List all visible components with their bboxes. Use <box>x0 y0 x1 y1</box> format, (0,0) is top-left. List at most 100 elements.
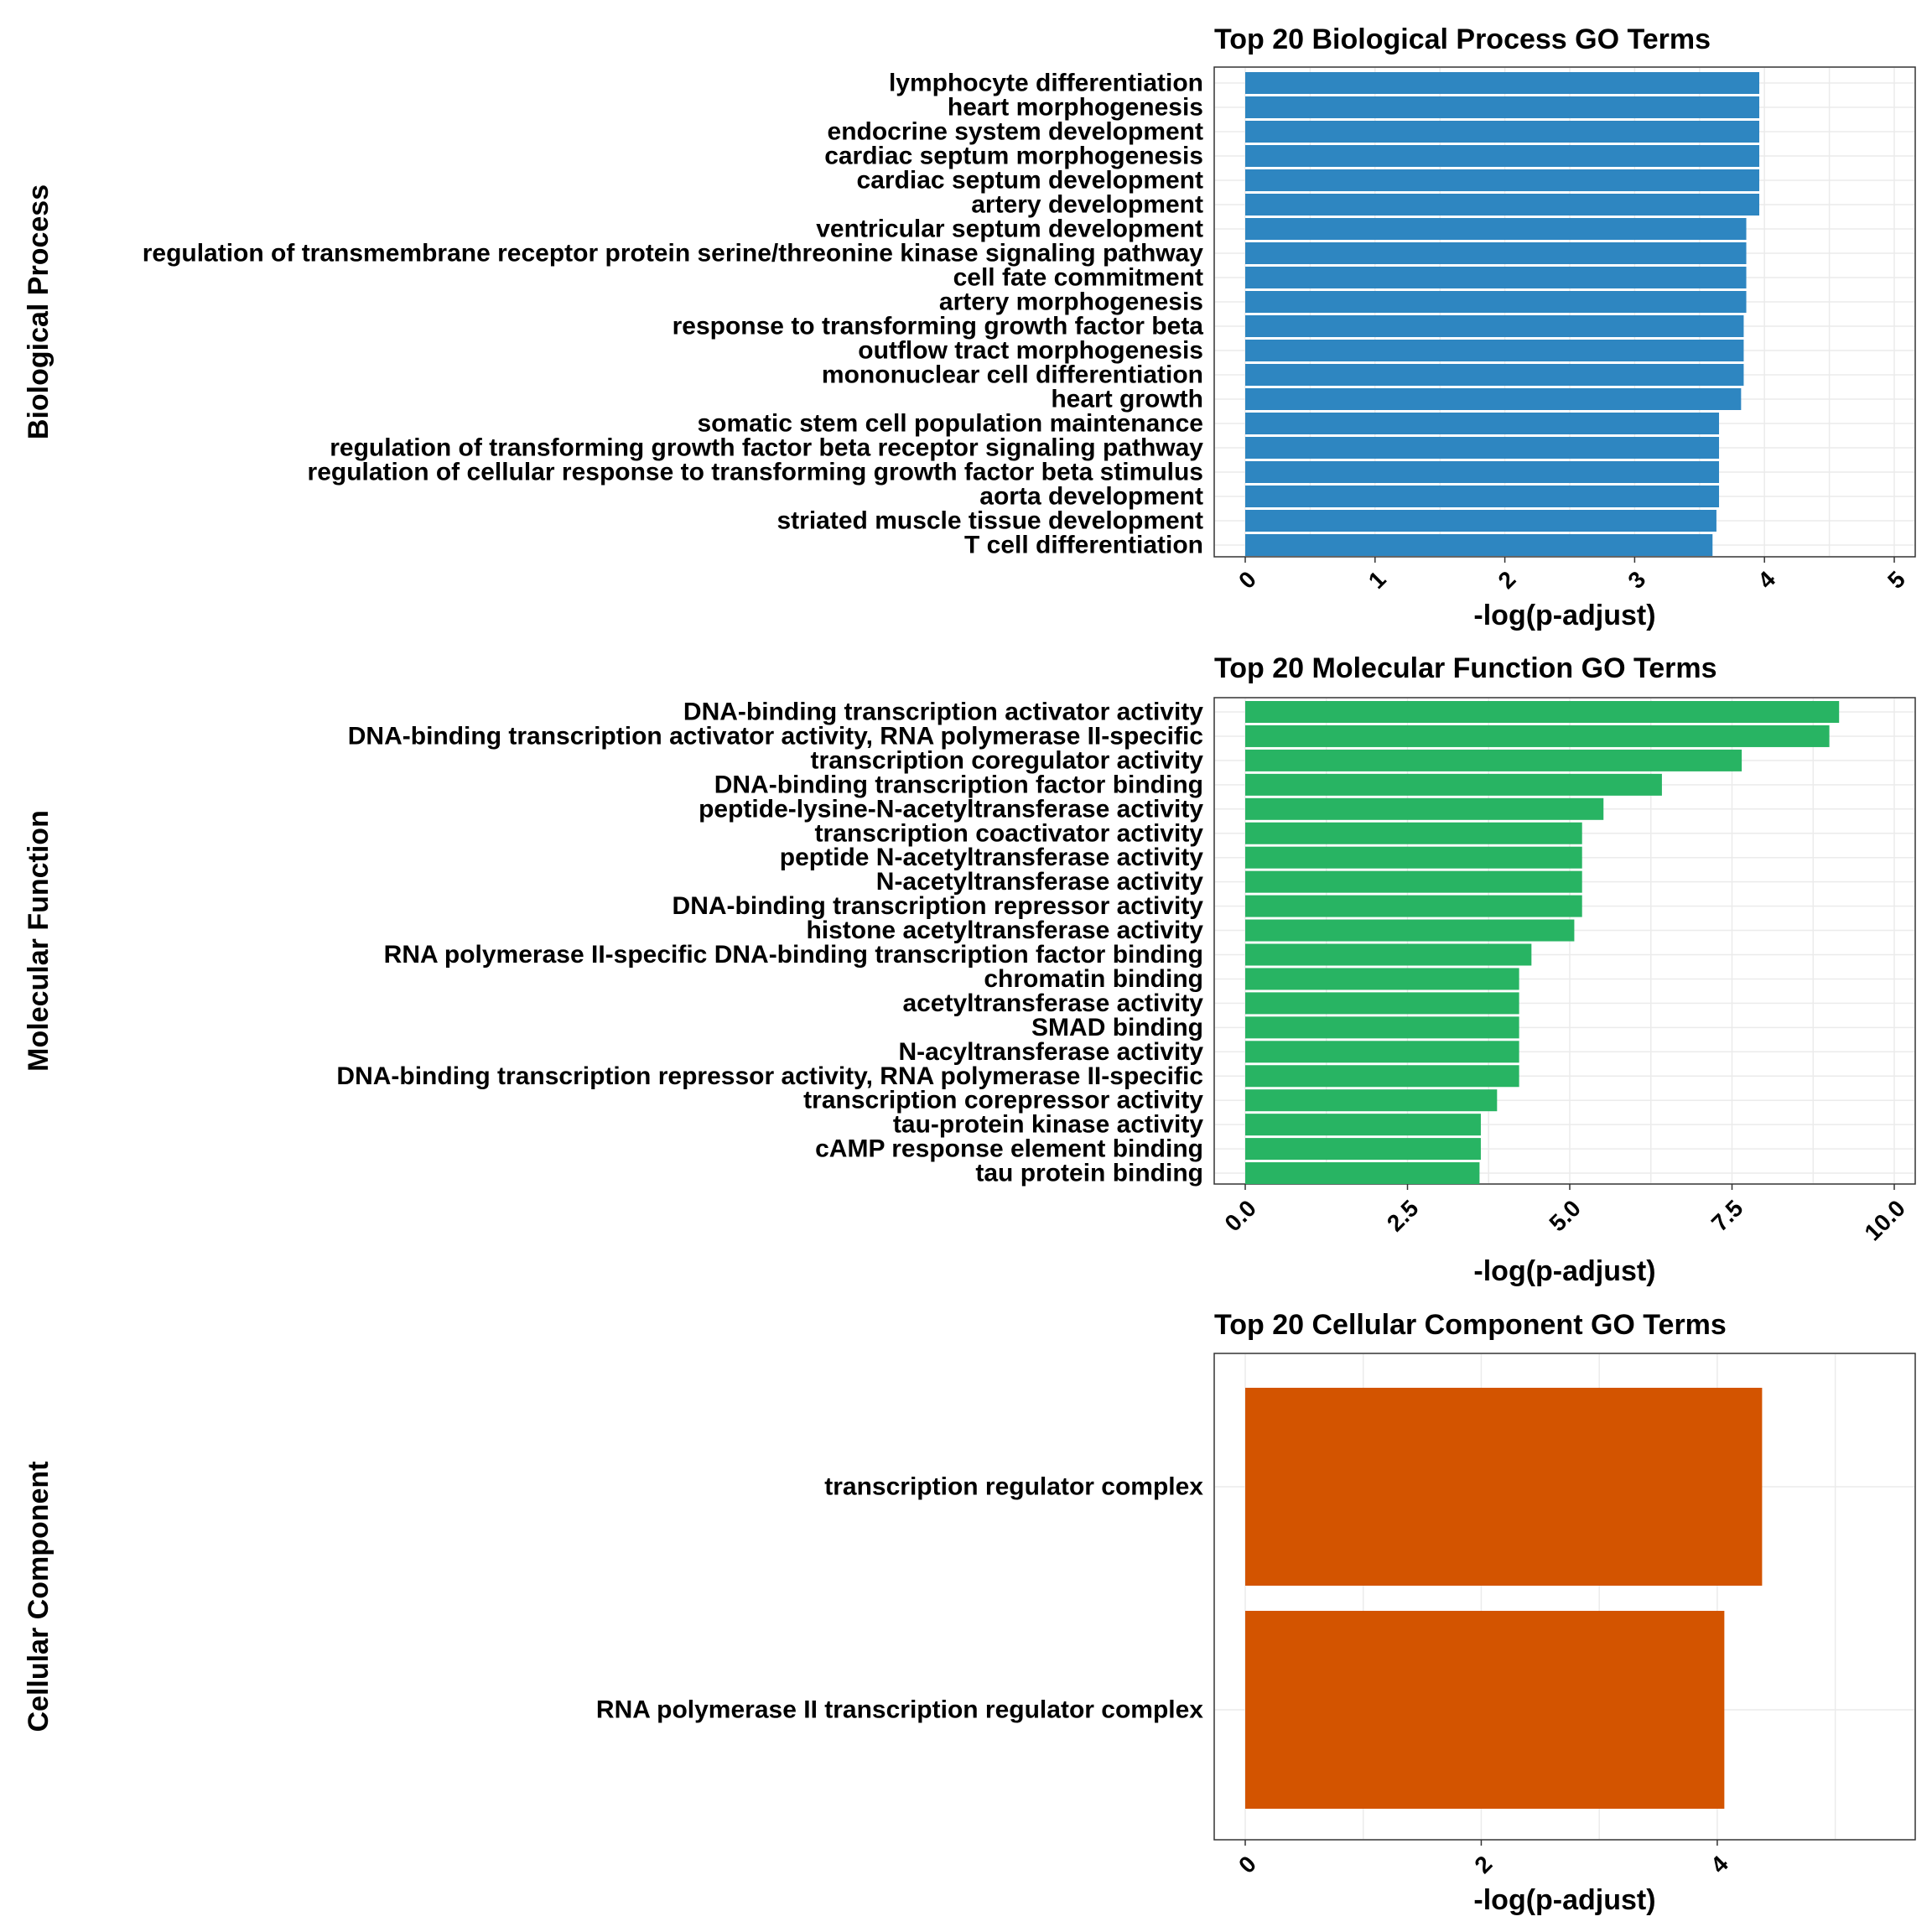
bar <box>1245 797 1604 820</box>
chart-panel-3: transcription regulator complex RNA polym… <box>23 1309 1916 1916</box>
tick-label: 0 <box>1233 566 1261 594</box>
tick-label: 1 <box>1363 566 1391 594</box>
category-label: transcription coactivator activity <box>815 819 1204 847</box>
category-label: DNA-binding transcription repressor acti… <box>336 1062 1203 1090</box>
category-label: tau protein binding <box>975 1160 1203 1187</box>
tick-label: 2.5 <box>1382 1195 1423 1236</box>
category-label: N-acetyltransferase activity <box>876 868 1204 896</box>
tick-label: 10.0 <box>1860 1195 1910 1245</box>
y-axis-title: Biological Process <box>23 184 55 439</box>
bar <box>1245 1041 1519 1063</box>
category-label: striated muscle tissue development <box>776 507 1203 535</box>
bar <box>1245 749 1742 771</box>
category-label: somatic stem cell population maintenance <box>698 410 1204 438</box>
category-label: chromatin binding <box>984 965 1203 993</box>
category-label: DNA-binding transcription factor binding <box>714 771 1203 798</box>
bar <box>1245 895 1582 917</box>
y-axis-title: Molecular Function <box>23 810 55 1072</box>
category-label: ventricular septum development <box>816 216 1203 243</box>
category-label: transcription coregulator activity <box>811 746 1204 774</box>
tick-label: 5.0 <box>1545 1195 1586 1236</box>
bar <box>1245 340 1744 361</box>
x-axis-title: -log(p-adjust) <box>1473 600 1655 631</box>
bar <box>1245 870 1582 893</box>
category-label: DNA-binding transcription repressor acti… <box>673 892 1204 920</box>
chart-title: Top 20 Cellular Component GO Terms <box>1214 1309 1727 1341</box>
tick-label: 2 <box>1493 566 1521 594</box>
tick-label: 7.5 <box>1706 1195 1748 1236</box>
category-label: cell fate commitment <box>953 264 1203 292</box>
bar <box>1245 486 1720 507</box>
bar <box>1245 145 1760 167</box>
category-label: artery morphogenesis <box>939 288 1203 316</box>
chart-title: Top 20 Molecular Function GO Terms <box>1214 652 1716 684</box>
tick-label: 4 <box>1753 566 1780 594</box>
category-label: endocrine system development <box>828 118 1203 146</box>
x-axis-title: -log(p-adjust) <box>1473 1255 1655 1287</box>
category-label: SMAD binding <box>1031 1014 1203 1041</box>
x-axis-title: -log(p-adjust) <box>1473 1884 1655 1916</box>
chart-title: Top 20 Biological Process GO Terms <box>1214 23 1711 55</box>
bar <box>1245 1114 1481 1136</box>
bar <box>1245 72 1760 94</box>
bar <box>1245 919 1575 942</box>
bar <box>1245 218 1747 240</box>
category-label: artery development <box>971 191 1203 219</box>
bar <box>1245 1065 1519 1088</box>
chart-panel-2: DNA-binding transcription activator acti… <box>23 652 1916 1287</box>
category-label: T cell differentiation <box>964 532 1203 559</box>
category-label: peptide N-acetyltransferase activity <box>780 844 1204 871</box>
category-label: tau-protein kinase activity <box>893 1111 1203 1139</box>
category-label: response to transforming growth factor b… <box>673 313 1204 340</box>
bar <box>1245 461 1720 483</box>
tick-label: 4 <box>1706 1851 1733 1878</box>
category-label: RNA polymerase II-specific DNA-binding t… <box>384 941 1203 969</box>
category-label: lymphocyte differentiation <box>889 70 1203 97</box>
bar <box>1245 846 1582 869</box>
category-label: cardiac septum morphogenesis <box>824 143 1203 170</box>
y-axis-title: Cellular Component <box>23 1461 55 1732</box>
bar <box>1245 1089 1498 1112</box>
category-label: RNA polymerase II transcription regulato… <box>596 1696 1203 1724</box>
bar <box>1245 291 1747 313</box>
bar <box>1245 315 1744 337</box>
category-label: transcription regulator complex <box>824 1473 1203 1501</box>
bar <box>1245 96 1760 118</box>
category-label: aorta development <box>979 483 1203 511</box>
category-label: DNA-binding transcription activator acti… <box>683 699 1203 726</box>
bar <box>1245 701 1840 723</box>
category-label: mononuclear cell differentiation <box>822 361 1203 389</box>
category-label: cardiac septum development <box>857 167 1203 195</box>
bar <box>1245 388 1742 410</box>
category-label: N-acyltransferase activity <box>898 1038 1203 1066</box>
bar <box>1245 1138 1481 1161</box>
bar <box>1245 413 1720 434</box>
bar <box>1245 822 1582 844</box>
category-label: outflow tract morphogenesis <box>858 337 1203 365</box>
category-label: histone acetyltransferase activity <box>806 917 1203 944</box>
bar <box>1245 267 1747 288</box>
category-label: regulation of transmembrane receptor pro… <box>143 240 1204 267</box>
bar <box>1245 1611 1725 1809</box>
category-label: acetyltransferase activity <box>902 989 1203 1017</box>
bar <box>1245 242 1747 264</box>
bar <box>1245 534 1713 556</box>
category-label: cAMP response element binding <box>815 1135 1203 1163</box>
bar <box>1245 194 1760 216</box>
bar <box>1245 724 1830 747</box>
bar <box>1245 121 1760 143</box>
bar <box>1245 943 1532 966</box>
tick-label: 0 <box>1233 1851 1261 1878</box>
bar <box>1245 1162 1480 1185</box>
category-label: DNA-binding transcription activator acti… <box>348 722 1203 750</box>
tick-label: 3 <box>1623 566 1650 594</box>
bar <box>1245 968 1519 990</box>
tick-label: 0.0 <box>1220 1195 1261 1236</box>
bar <box>1245 1388 1763 1586</box>
bar <box>1245 1016 1519 1039</box>
category-label: regulation of cellular response to trans… <box>308 459 1203 486</box>
tick-label: 5 <box>1883 566 1910 594</box>
bar <box>1245 169 1760 191</box>
bar <box>1245 773 1662 796</box>
